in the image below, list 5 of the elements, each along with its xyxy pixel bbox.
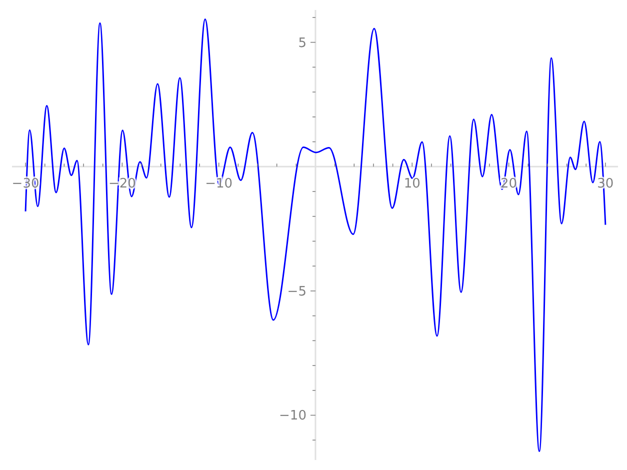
y-tick-label: −5: [287, 284, 306, 300]
y-tick-label: 5: [298, 36, 306, 51]
x-tick-label: 10: [404, 176, 420, 192]
x-tick-label: −10: [205, 176, 233, 192]
y-tick-label: −10: [279, 408, 306, 424]
